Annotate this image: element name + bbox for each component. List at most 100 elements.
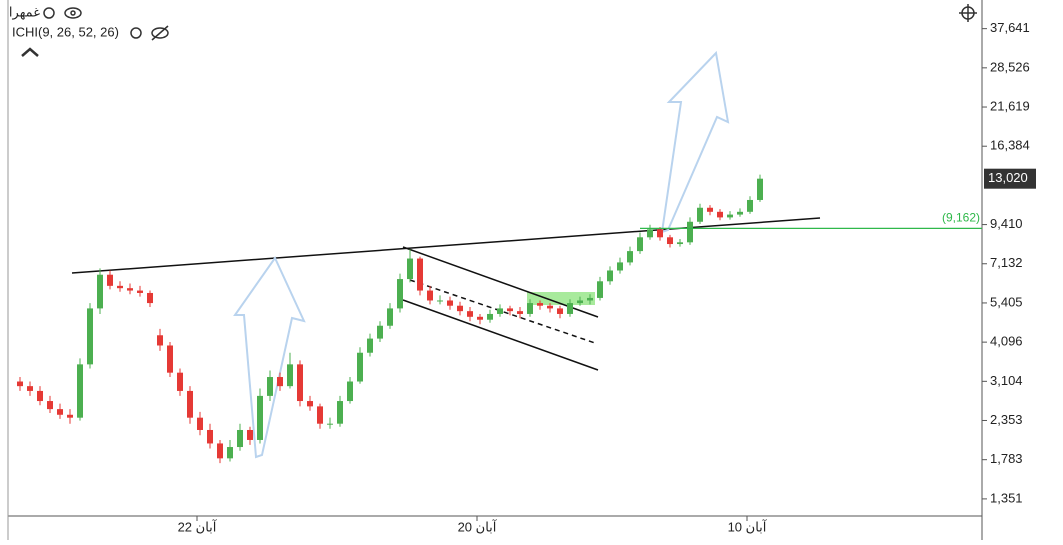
candle-body [497, 308, 503, 314]
candle-body [17, 381, 23, 387]
candle-body [67, 414, 73, 418]
candle-body [657, 229, 663, 238]
candle-body [207, 429, 213, 444]
candle-body [137, 290, 143, 293]
candle-body [357, 352, 363, 382]
x-tick-label: 22 آبان [178, 518, 218, 534]
y-tick-label: 7,132 [990, 255, 1023, 270]
candle-body [567, 303, 573, 314]
y-tick-label: 1,351 [990, 490, 1023, 505]
candle-body [167, 345, 173, 373]
candle-body [407, 258, 413, 280]
candle-body [577, 300, 583, 304]
candle-body [317, 406, 323, 424]
y-tick-label: 16,384 [990, 138, 1030, 153]
eye-icon[interactable] [64, 7, 82, 19]
candle-body [467, 311, 473, 317]
channel-mid [409, 279, 596, 344]
candle-body [307, 401, 313, 407]
y-tick-label: 28,526 [990, 59, 1030, 74]
y-tick-label: 1,783 [990, 451, 1023, 466]
y-tick-label: 4,096 [990, 334, 1023, 349]
candle-body [217, 443, 223, 459]
candle-body [487, 313, 493, 320]
candle-body [627, 251, 633, 263]
candle-body [547, 305, 553, 309]
candle-body [757, 178, 763, 200]
arrow [233, 256, 306, 459]
candle-body [57, 409, 63, 415]
candle-body [387, 308, 393, 326]
x-tick-label: 10 آبان [728, 518, 768, 534]
candle-body [257, 395, 263, 440]
candle-body [637, 237, 643, 252]
settings-icon[interactable] [43, 7, 55, 19]
trend-line [71, 217, 821, 274]
symbol-label: غمهرا [9, 4, 40, 20]
candle-body [97, 274, 103, 309]
candle-body [297, 364, 303, 402]
candle-body [587, 297, 593, 301]
candle-body [747, 199, 753, 212]
candle-body [337, 401, 343, 424]
candle-body [287, 364, 293, 387]
candle-body [377, 325, 383, 339]
candle-body [127, 288, 133, 291]
header-icons[interactable] [21, 4, 977, 57]
candle-body [687, 221, 693, 243]
candle-body [197, 417, 203, 430]
eye-slash [151, 25, 169, 41]
price-line-label: (9,162) [942, 211, 980, 225]
candle-body [457, 305, 463, 312]
candle-body [267, 377, 273, 396]
candle-body [77, 364, 83, 418]
candle-body [727, 214, 733, 218]
candle-body [447, 300, 453, 306]
candle-body [537, 303, 543, 306]
y-tick-label: 3,104 [990, 373, 1023, 388]
settings-icon[interactable] [130, 27, 142, 39]
candle-body [677, 242, 683, 245]
candle-body [107, 274, 113, 286]
candle-body [597, 281, 603, 298]
candle-body [647, 229, 653, 238]
eye-icon[interactable] [151, 27, 169, 39]
candle-body [667, 237, 673, 245]
candle-body [117, 285, 123, 289]
channel-top [402, 246, 599, 318]
y-tick-label: 5,405 [990, 294, 1023, 309]
collapse-icon[interactable] [21, 47, 39, 57]
candle-body [427, 290, 433, 301]
candle-body [347, 381, 353, 402]
candle-body [707, 207, 713, 212]
candle-body [717, 211, 723, 218]
last-price-label: 13,020 [988, 170, 1028, 185]
candle-body [87, 308, 93, 365]
candle-body [697, 207, 703, 222]
candle-body [237, 429, 243, 448]
y-tick-label: 37,641 [990, 20, 1030, 35]
candle-body [507, 308, 513, 312]
x-tick-label: 20 آبان [458, 518, 498, 534]
candle-body [437, 300, 443, 302]
candle-body [607, 270, 613, 282]
y-tick-label: 2,353 [990, 412, 1023, 427]
candle-body [147, 292, 153, 304]
channel-bottom [402, 299, 599, 371]
candle-body [277, 377, 283, 387]
candle-body [327, 423, 333, 425]
candle-body [737, 211, 743, 215]
candle-body [27, 386, 33, 391]
candle-body [367, 338, 373, 353]
candle-body [557, 308, 563, 314]
candle-body [517, 311, 523, 314]
last-price-box [984, 168, 1036, 189]
candle-body [177, 372, 183, 391]
eye-pupil [70, 10, 76, 16]
candle-body [527, 303, 533, 314]
candle-body [417, 258, 423, 291]
candle-body [187, 390, 193, 418]
